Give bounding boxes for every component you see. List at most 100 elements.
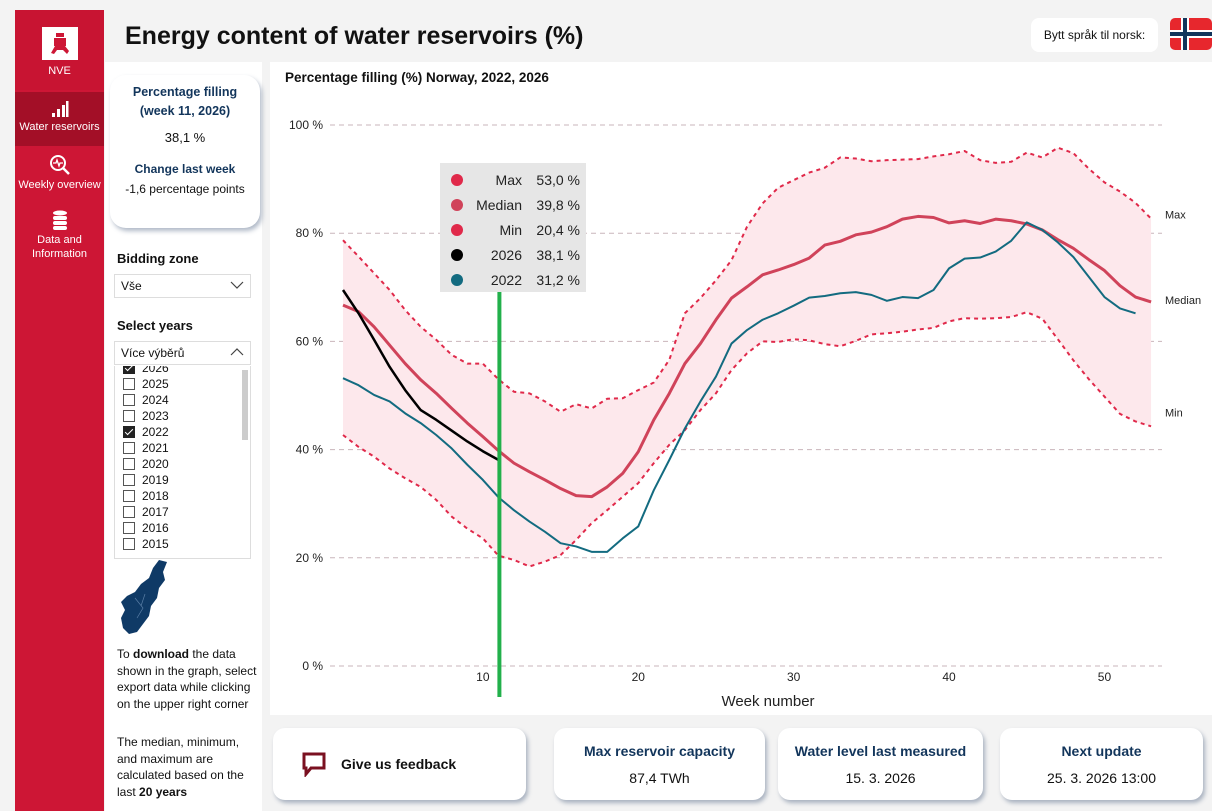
year-option[interactable]: 2015 — [115, 536, 250, 552]
series-line-min — [342, 311, 1152, 568]
next-update-label: Next update — [1061, 743, 1142, 759]
year-option[interactable]: 2026 — [115, 366, 250, 376]
nve-logo[interactable]: NVE — [15, 10, 104, 90]
year-checkbox[interactable] — [123, 442, 135, 454]
year-label: 2019 — [142, 473, 169, 487]
kpi-title: Percentage filling (week 11, 2026) — [132, 85, 238, 118]
capacity-card: Max reservoir capacity 87,4 TWh — [554, 728, 765, 800]
year-checkbox[interactable] — [123, 426, 135, 438]
download-note: To download the data shown in the graph,… — [117, 646, 257, 712]
years-list-scrollbar[interactable] — [242, 370, 248, 440]
kpi-change-label: Change last week — [134, 162, 236, 176]
year-checkbox[interactable] — [123, 474, 135, 486]
kpi-value: 38,1 % — [164, 130, 206, 145]
tooltip: Max 53,0 % Median 39,8 % Min 20,4 % 2026 38,1 %… — [440, 163, 586, 292]
year-label: 2016 — [142, 521, 169, 535]
tooltip-series-value: 53,0 % — [536, 172, 580, 188]
note-text: the data shown in the graph, select expo… — [117, 647, 257, 711]
next-update-value: 25. 3. 2026 13:00 — [1047, 770, 1156, 786]
year-option[interactable]: 2022 — [115, 424, 250, 440]
language-switch-button[interactable]: Bytt språk til norsk: — [1031, 18, 1158, 52]
x-tick-label: 50 — [1098, 670, 1112, 684]
legend-dot-max-icon — [451, 174, 463, 186]
series-line-median — [342, 214, 1152, 499]
page-title: Energy content of water reservoirs (%) — [125, 22, 584, 50]
year-checkbox[interactable] — [123, 506, 135, 518]
tooltip-series-value: 20,4 % — [536, 222, 580, 238]
end-label-min: Min — [1165, 407, 1183, 419]
bar-chart-icon — [51, 101, 68, 117]
feedback-button[interactable]: Give us feedback — [273, 728, 526, 800]
legend-dot-2026-icon — [451, 249, 463, 261]
chevron-up-icon — [230, 348, 244, 356]
series-line-2022 — [342, 221, 1136, 553]
sidebar-item-water-reservoirs[interactable]: Water reservoirs — [15, 92, 104, 146]
bidding-zone-select[interactable]: Vše — [114, 274, 251, 298]
feedback-label: Give us feedback — [341, 756, 457, 772]
min-max-band — [343, 147, 1152, 567]
legend-dot-median-icon — [451, 199, 463, 211]
year-option[interactable]: 2025 — [115, 376, 250, 392]
series-line-2026 — [341, 289, 500, 461]
tooltip-series-name: 2022 — [491, 272, 522, 288]
sidebar-item-label: Weekly overview — [18, 179, 101, 191]
year-option[interactable]: 2023 — [115, 408, 250, 424]
years-list[interactable]: 2026 2025 2024 2023 2022 2021 2020 2019 2018 2017… — [114, 366, 251, 559]
sidebar: NVE Water reservoirs Weekly overview Dat… — [15, 10, 104, 811]
year-checkbox[interactable] — [123, 394, 135, 406]
year-checkbox[interactable] — [123, 378, 135, 390]
next-update-card: Next update 25. 3. 2026 13:00 — [1000, 728, 1203, 800]
database-icon — [52, 210, 67, 230]
sidebar-item-weekly-overview[interactable]: Weekly overview — [15, 154, 104, 204]
norway-map-icon — [121, 560, 167, 634]
note-text: To — [117, 647, 134, 661]
end-label-max: Max — [1165, 210, 1186, 222]
tooltip-background — [440, 163, 586, 292]
tooltip-series-value: 31,2 % — [536, 272, 580, 288]
capacity-value: 87,4 TWh — [629, 770, 690, 786]
year-checkbox[interactable] — [123, 458, 135, 470]
year-option[interactable]: 2019 — [115, 472, 250, 488]
year-checkbox[interactable] — [123, 410, 135, 422]
y-tick-label: 0 % — [302, 659, 323, 673]
years-select-value: Více výběrů — [121, 346, 185, 360]
year-label: 2015 — [142, 537, 169, 551]
year-option[interactable]: 2024 — [115, 392, 250, 408]
year-label: 2023 — [142, 409, 169, 423]
y-tick-label: 40 % — [296, 443, 324, 457]
years-select[interactable]: Více výběrů — [114, 341, 251, 365]
year-label: 2020 — [142, 457, 169, 471]
norway-flag-icon[interactable] — [1170, 18, 1212, 50]
year-checkbox[interactable] — [123, 522, 135, 534]
year-label: 2025 — [142, 377, 169, 391]
chart-panel: Percentage filling (%) Norway, 2022, 202… — [270, 62, 1212, 715]
tooltip-series-value: 38,1 % — [536, 247, 580, 263]
year-option[interactable]: 2017 — [115, 504, 250, 520]
y-tick-label: 80 % — [296, 226, 324, 240]
y-tick-label: 100 % — [289, 118, 323, 132]
year-label: 2026 — [142, 366, 169, 375]
year-option[interactable]: 2018 — [115, 488, 250, 504]
year-option[interactable]: 2016 — [115, 520, 250, 536]
tooltip-series-value: 39,8 % — [536, 197, 580, 213]
logo-text: NVE — [48, 65, 71, 77]
year-checkbox[interactable] — [123, 490, 135, 502]
tooltip-series-name: Max — [496, 172, 522, 188]
tooltip-series-name: 2026 — [491, 247, 522, 263]
sidebar-item-label: Data and Information — [31, 234, 88, 260]
note-text: The median, minimum, and maximum are cal… — [117, 735, 244, 799]
year-option[interactable]: 2021 — [115, 440, 250, 456]
note-bold: download — [133, 647, 190, 661]
year-checkbox[interactable] — [123, 366, 135, 374]
year-option[interactable]: 2020 — [115, 456, 250, 472]
feedback-speech-bubble-icon — [302, 752, 326, 777]
year-label: 2017 — [142, 505, 169, 519]
x-tick-label: 40 — [942, 670, 956, 684]
reservoir-chart[interactable]: 0 % 20 % 40 % 60 % 80 % 100 % 10 20 30 40 50 Week n… — [270, 62, 1212, 715]
end-label-median: Median — [1165, 295, 1201, 307]
measured-label: Water level last measured — [794, 743, 967, 759]
year-checkbox[interactable] — [123, 538, 135, 550]
year-label: 2018 — [142, 489, 169, 503]
x-axis-label: Week number — [721, 693, 814, 710]
sidebar-item-data-and-information[interactable]: Data and Information — [15, 210, 104, 266]
